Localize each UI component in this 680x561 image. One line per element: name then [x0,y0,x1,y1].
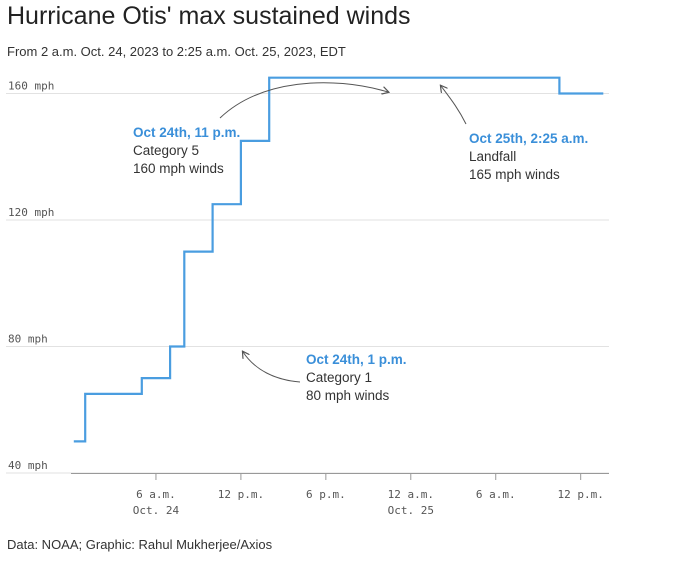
max-wind-series-line [73,76,604,443]
annotations: Oct 24th, 11 p.m. Category 5 160 mph win… [133,125,588,403]
x-tick-label: 12 p.m. [558,488,604,501]
annotation-arrows [219,82,467,383]
x-tick-sublabel: Oct. 25 [388,504,434,517]
x-tick-label: 6 a.m. [136,488,176,501]
annotation-landfall-line2: 165 mph winds [469,167,560,182]
series-layer [73,76,604,443]
annotation-cat5-line1: Category 5 [133,143,199,158]
x-tick-label: 6 a.m. [476,488,516,501]
annotation-cat5-line2: 160 mph winds [133,161,224,176]
annotation-arrow-landfall [441,86,467,125]
annotation-landfall-line1: Landfall [469,149,516,164]
annotation-cat1-line1: Category 1 [306,370,372,385]
annotation-arrow-cat1 [243,352,301,383]
x-tick-sublabel: Oct. 24 [133,504,180,517]
y-tick-label: 160 mph [8,80,54,93]
annotation-landfall-head: Oct 25th, 2:25 a.m. [469,131,588,146]
annotation-cat1-head: Oct 24th, 1 p.m. [306,352,407,367]
x-tick-label: 12 a.m. [388,488,434,501]
x-tick-label: 6 p.m. [306,488,346,501]
y-tick-label: 80 mph [8,333,48,346]
chart-title: Hurricane Otis' max sustained winds [7,2,411,30]
chart-subtitle: From 2 a.m. Oct. 24, 2023 to 2:25 a.m. O… [7,44,346,59]
source-credit: Data: NOAA; Graphic: Rahul Mukherjee/Axi… [7,537,273,552]
y-tick-label: 120 mph [8,206,54,219]
x-tick-label: 12 p.m. [218,488,264,501]
axes: 160 mph 120 mph 80 mph 40 mph 6 a.m. Oct. 24 1… [8,80,609,517]
annotation-arrow-cat5 [219,82,388,119]
y-tick-label: 40 mph [8,459,48,472]
grid-lines [6,93,609,474]
annotation-cat5-head: Oct 24th, 11 p.m. [133,125,240,140]
annotation-cat1-line2: 80 mph winds [306,388,390,403]
